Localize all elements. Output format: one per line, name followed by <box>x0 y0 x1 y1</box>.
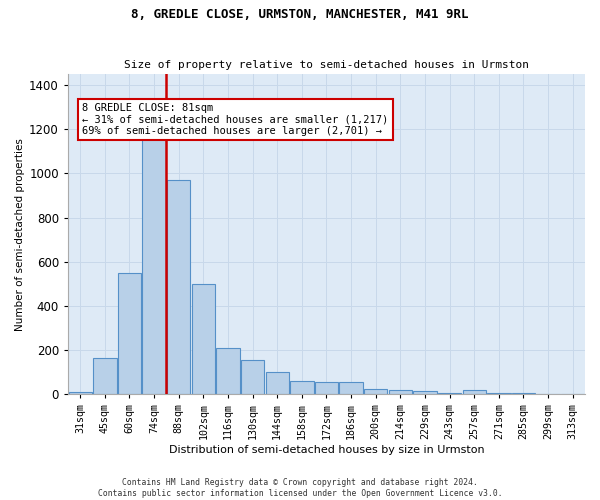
Bar <box>389 390 412 394</box>
Y-axis label: Number of semi-detached properties: Number of semi-detached properties <box>15 138 25 330</box>
Bar <box>167 180 190 394</box>
Bar <box>142 107 166 395</box>
Bar <box>68 392 92 394</box>
Text: 8 GREDLE CLOSE: 81sqm
← 31% of semi-detached houses are smaller (1,217)
69% of s: 8 GREDLE CLOSE: 81sqm ← 31% of semi-deta… <box>82 103 388 136</box>
Bar <box>315 382 338 394</box>
Bar <box>340 382 363 394</box>
Bar <box>216 348 239 395</box>
Bar <box>191 284 215 395</box>
X-axis label: Distribution of semi-detached houses by size in Urmston: Distribution of semi-detached houses by … <box>169 445 484 455</box>
Bar <box>118 273 141 394</box>
Bar <box>413 391 437 394</box>
Bar <box>266 372 289 394</box>
Bar <box>93 358 116 395</box>
Title: Size of property relative to semi-detached houses in Urmston: Size of property relative to semi-detach… <box>124 60 529 70</box>
Bar <box>463 390 486 394</box>
Text: Contains HM Land Registry data © Crown copyright and database right 2024.
Contai: Contains HM Land Registry data © Crown c… <box>98 478 502 498</box>
Text: 8, GREDLE CLOSE, URMSTON, MANCHESTER, M41 9RL: 8, GREDLE CLOSE, URMSTON, MANCHESTER, M4… <box>131 8 469 20</box>
Bar <box>241 360 265 394</box>
Bar <box>290 381 314 394</box>
Bar <box>364 389 388 394</box>
